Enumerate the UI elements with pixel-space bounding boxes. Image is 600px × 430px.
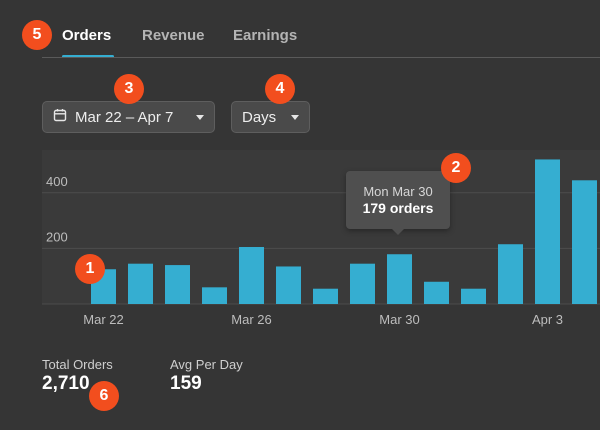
annotation-marker-4: 4 [265, 74, 295, 104]
tooltip-date: Mon Mar 30 [363, 184, 433, 199]
tab-revenue[interactable]: Revenue [142, 27, 205, 44]
annotation-marker-5: 5 [22, 20, 52, 50]
avg-per-day-value: 159 [170, 373, 202, 394]
chart-bar [239, 247, 264, 304]
chart-bar [572, 180, 597, 304]
chart-bar [387, 254, 412, 304]
date-range-value: Mar 22 – Apr 7 [75, 108, 174, 126]
granularity-dropdown[interactable]: Days [231, 101, 310, 133]
chart-bar [498, 244, 523, 304]
chart-bar [276, 266, 301, 304]
total-orders-label: Total Orders [42, 357, 113, 372]
chevron-down-icon [196, 114, 204, 120]
x-tick-label: Mar 22 [83, 312, 123, 327]
total-orders-value: 2,710 [42, 373, 90, 394]
chart-bar [535, 159, 560, 304]
chart-bar [461, 288, 486, 304]
tooltip-value: 179 orders [362, 200, 434, 216]
chart-bar [350, 263, 375, 304]
calendar-icon [53, 108, 67, 126]
tab-earnings[interactable]: Earnings [233, 27, 298, 44]
annotation-marker-2: 2 [441, 153, 471, 183]
x-tick-label: Apr 3 [532, 312, 563, 327]
x-tick-label: Mar 30 [379, 312, 419, 327]
active-tab-indicator [62, 55, 114, 58]
chart-bar [202, 287, 227, 304]
y-tick-label: 400 [46, 174, 68, 189]
tab-bar: Orders Revenue Earnings [0, 0, 600, 58]
granularity-value: Days [242, 108, 277, 126]
chart-bar [424, 281, 449, 304]
chart-bar [128, 263, 153, 304]
annotation-marker-3: 3 [114, 74, 144, 104]
tabs-divider [42, 57, 600, 58]
tab-orders[interactable]: Orders [62, 27, 112, 44]
chart-tooltip: Mon Mar 30 179 orders [346, 171, 450, 235]
date-range-dropdown[interactable]: Mar 22 – Apr 7 [42, 101, 215, 133]
chart-bar [165, 265, 190, 304]
annotation-marker-1: 1 [75, 254, 105, 284]
avg-per-day-label: Avg Per Day [170, 357, 243, 372]
y-tick-label: 200 [46, 229, 68, 244]
chevron-down-icon [291, 114, 299, 120]
x-tick-label: Mar 26 [231, 312, 271, 327]
annotation-marker-6: 6 [89, 381, 119, 411]
chart-bar [313, 288, 338, 304]
orders-bar-chart: 200 400 Mar 22 Mar 26 Mar 30 Apr 3 [42, 150, 600, 327]
